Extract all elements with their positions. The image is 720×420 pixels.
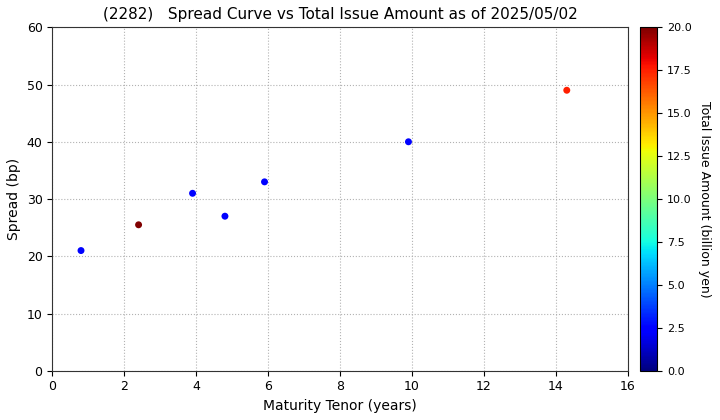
Point <box>258 178 270 185</box>
Point <box>186 190 198 197</box>
Y-axis label: Total Issue Amount (billion yen): Total Issue Amount (billion yen) <box>698 101 711 297</box>
Point <box>219 213 230 220</box>
Title: (2282)   Spread Curve vs Total Issue Amount as of 2025/05/02: (2282) Spread Curve vs Total Issue Amoun… <box>103 7 577 22</box>
Point <box>561 87 572 94</box>
Y-axis label: Spread (bp): Spread (bp) <box>7 158 21 240</box>
X-axis label: Maturity Tenor (years): Maturity Tenor (years) <box>264 399 417 413</box>
Point <box>402 139 414 145</box>
Point <box>76 247 87 254</box>
Point <box>132 221 144 228</box>
